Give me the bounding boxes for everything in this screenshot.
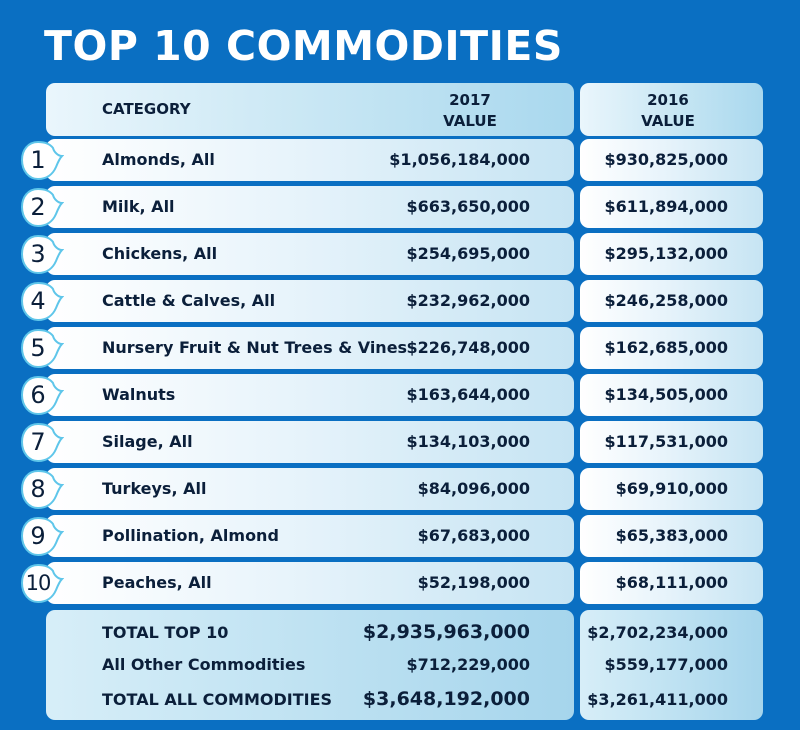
value-2016-cell: $69,910,000 bbox=[615, 479, 728, 498]
rank-number: 2 bbox=[30, 193, 46, 221]
value-2016-cell: $117,531,000 bbox=[604, 432, 728, 451]
value-2016-cell: $162,685,000 bbox=[604, 338, 728, 357]
rank-badge-icon: 1 bbox=[20, 140, 64, 182]
totals-right-box bbox=[580, 610, 763, 720]
row-right-box bbox=[580, 233, 763, 275]
value-2016-cell: $134,505,000 bbox=[604, 385, 728, 404]
total-all-label: TOTAL ALL COMMODITIES bbox=[102, 690, 333, 709]
value-2017-cell: $52,198,000 bbox=[417, 573, 530, 592]
category-cell: Peaches, All bbox=[102, 573, 212, 592]
header-left-box bbox=[46, 83, 574, 136]
category-cell: Almonds, All bbox=[102, 150, 215, 169]
rank-number: 1 bbox=[30, 146, 46, 174]
row-right-box bbox=[580, 421, 763, 463]
row-right-box bbox=[580, 374, 763, 416]
page-title: TOP 10 COMMODITIES bbox=[44, 22, 563, 70]
row-left-box bbox=[46, 139, 574, 181]
row-left-box bbox=[46, 186, 574, 228]
row-left-box bbox=[46, 515, 574, 557]
rank-badge-icon: 8 bbox=[20, 469, 64, 511]
value-2017-cell: $67,683,000 bbox=[417, 526, 530, 545]
header-2016-value: VALUE bbox=[641, 112, 695, 130]
rank-badge-icon: 4 bbox=[20, 281, 64, 323]
row-right-box bbox=[580, 327, 763, 369]
row-right-box bbox=[580, 468, 763, 510]
rank-badge-icon: 10 bbox=[20, 563, 64, 605]
rank-number: 7 bbox=[30, 428, 46, 456]
row-left-box bbox=[46, 421, 574, 463]
rank-number: 8 bbox=[30, 475, 46, 503]
rank-number: 6 bbox=[30, 381, 46, 409]
header-2016-year: 2016 bbox=[647, 91, 689, 109]
category-cell: Nursery Fruit & Nut Trees & Vines bbox=[102, 338, 408, 357]
value-2016-cell: $246,258,000 bbox=[604, 291, 728, 310]
rank-number: 10 bbox=[25, 571, 52, 595]
rank-badge-icon: 9 bbox=[20, 516, 64, 558]
total-top10-label: TOTAL TOP 10 bbox=[102, 623, 229, 642]
value-2017-cell: $1,056,184,000 bbox=[389, 150, 530, 169]
category-cell: Pollination, Almond bbox=[102, 526, 279, 545]
value-2016-cell: $295,132,000 bbox=[604, 244, 728, 263]
header-2017-year: 2017 bbox=[449, 91, 491, 109]
rank-number: 4 bbox=[30, 287, 46, 315]
row-left-box bbox=[46, 280, 574, 322]
rank-badge-icon: 3 bbox=[20, 234, 64, 276]
value-2016-cell: $611,894,000 bbox=[604, 197, 728, 216]
value-2017-cell: $232,962,000 bbox=[406, 291, 530, 310]
category-cell: Milk, All bbox=[102, 197, 175, 216]
rank-number: 3 bbox=[30, 240, 46, 268]
all-other-2016: $559,177,000 bbox=[604, 655, 728, 674]
category-cell: Turkeys, All bbox=[102, 479, 207, 498]
category-cell: Cattle & Calves, All bbox=[102, 291, 276, 310]
category-cell: Chickens, All bbox=[102, 244, 218, 263]
row-left-box bbox=[46, 468, 574, 510]
row-left-box bbox=[46, 374, 574, 416]
value-2016-cell: $930,825,000 bbox=[604, 150, 728, 169]
value-2017-cell: $663,650,000 bbox=[406, 197, 530, 216]
value-2017-cell: $134,103,000 bbox=[406, 432, 530, 451]
row-right-box bbox=[580, 515, 763, 557]
row-left-box bbox=[46, 562, 574, 604]
rank-badge-icon: 2 bbox=[20, 187, 64, 229]
rank-number: 9 bbox=[30, 522, 46, 550]
category-cell: Walnuts bbox=[102, 385, 176, 404]
header-2017-value: VALUE bbox=[443, 112, 497, 130]
row-left-box bbox=[46, 233, 574, 275]
all-other-2017: $712,229,000 bbox=[406, 655, 530, 674]
header-category: CATEGORY bbox=[102, 100, 191, 118]
row-right-box bbox=[580, 562, 763, 604]
rank-badge-icon: 5 bbox=[20, 328, 64, 370]
value-2017-cell: $226,748,000 bbox=[406, 338, 530, 357]
rank-badge-icon: 7 bbox=[20, 422, 64, 464]
rank-badge-icon: 6 bbox=[20, 375, 64, 417]
value-2017-cell: $163,644,000 bbox=[406, 385, 530, 404]
category-cell: Silage, All bbox=[102, 432, 193, 451]
total-all-2016: $3,261,411,000 bbox=[587, 690, 728, 709]
header-right-box bbox=[580, 83, 763, 136]
total-top10-2016: $2,702,234,000 bbox=[587, 623, 728, 642]
all-other-label: All Other Commodities bbox=[102, 655, 306, 674]
totals-left-box bbox=[46, 610, 574, 720]
row-left-box bbox=[46, 327, 574, 369]
total-top10-2017: $2,935,963,000 bbox=[362, 621, 530, 643]
row-right-box bbox=[580, 280, 763, 322]
rank-number: 5 bbox=[30, 334, 46, 362]
total-all-2017: $3,648,192,000 bbox=[362, 688, 530, 710]
value-2017-cell: $254,695,000 bbox=[406, 244, 530, 263]
value-2016-cell: $65,383,000 bbox=[615, 526, 728, 545]
row-right-box bbox=[580, 186, 763, 228]
value-2017-cell: $84,096,000 bbox=[417, 479, 530, 498]
value-2016-cell: $68,111,000 bbox=[615, 573, 728, 592]
row-right-box bbox=[580, 139, 763, 181]
